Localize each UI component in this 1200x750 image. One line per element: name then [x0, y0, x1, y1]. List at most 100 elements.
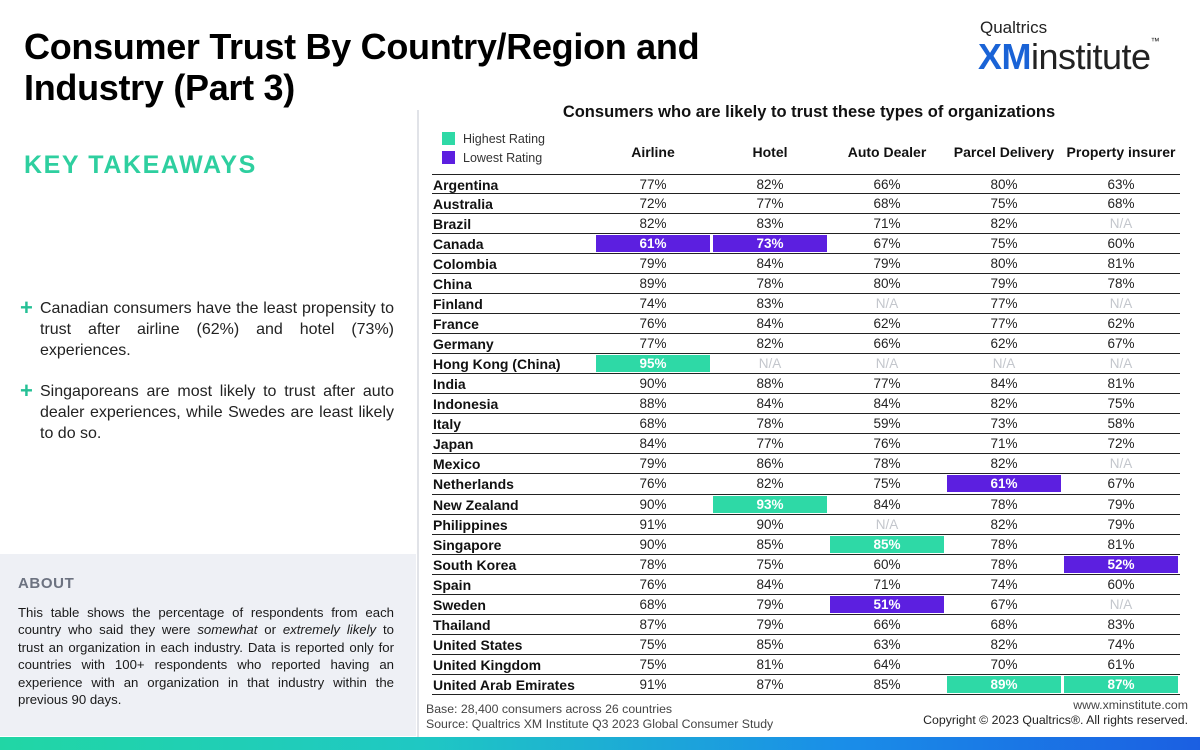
table-row: Argentina 77% 82% 66% 80% 63% — [432, 174, 1180, 195]
table-row: United States 75% 85% 63% 82% 74% — [432, 635, 1180, 655]
table-row: France 76% 84% 62% 77% 62% — [432, 314, 1180, 335]
table-row: United Kingdom 75% 81% 64% 70% 61% — [432, 655, 1180, 675]
table-row: Finland 74% 83% N/A 77% N/A — [432, 294, 1180, 315]
table-cell: 67% — [990, 596, 1018, 612]
table-cell: 66% — [873, 616, 901, 632]
table-cell: 85% — [830, 535, 944, 553]
table-cell: 62% — [873, 316, 901, 332]
country-label: South Korea — [433, 556, 517, 573]
table-row: Indonesia 88% 84% 84% 82% 75% — [432, 394, 1180, 415]
table-cell: 63% — [1107, 177, 1135, 192]
table-cell: 87% — [756, 676, 784, 692]
country-label: Netherlands — [433, 476, 514, 493]
country-label: Indonesia — [433, 396, 499, 413]
website-link[interactable]: www.xminstitute.com — [1073, 698, 1188, 712]
table-cell: 71% — [990, 436, 1018, 452]
table-cell: 58% — [1107, 416, 1135, 432]
column-header: Auto Dealer — [847, 144, 927, 160]
table-cell: 80% — [990, 177, 1018, 192]
table-cell: 75% — [756, 556, 784, 572]
table-cell: 82% — [756, 336, 784, 352]
table-cell: 81% — [1107, 536, 1135, 552]
column-header: Property insurer — [1066, 144, 1176, 160]
table-cell: 82% — [756, 476, 784, 492]
table-cell: 77% — [990, 296, 1018, 312]
table-cell: N/A — [875, 516, 899, 532]
table-cell: 80% — [873, 276, 901, 292]
table-cell: 68% — [639, 416, 667, 432]
country-label: Spain — [433, 576, 472, 593]
legend: Highest Rating Lowest Rating — [442, 129, 545, 167]
table-cell: N/A — [1109, 216, 1133, 232]
table-cell: 62% — [990, 336, 1018, 352]
table-cell: 82% — [990, 216, 1018, 232]
table-cell: 80% — [990, 256, 1018, 272]
key-takeaways-heading: KEY TAKEAWAYS — [24, 151, 257, 179]
table-cell: 68% — [990, 616, 1018, 632]
table-cell: 90% — [639, 376, 667, 392]
table-cell: 77% — [873, 376, 901, 392]
table-cell: 61% — [596, 235, 710, 253]
country-label: New Zealand — [433, 496, 519, 513]
table-cell: 77% — [756, 436, 784, 452]
table-cell: 62% — [1107, 316, 1135, 332]
table-cell: 63% — [873, 636, 901, 652]
column-header: Airline — [631, 144, 675, 160]
table-cell: 78% — [990, 496, 1018, 512]
country-label: Sweden — [433, 596, 486, 613]
table-cell: 77% — [990, 316, 1018, 332]
table-cell: 78% — [990, 536, 1018, 552]
table-cell: 95% — [596, 355, 710, 373]
table-cell: 81% — [1107, 256, 1135, 272]
legend-lowest: Lowest Rating — [442, 148, 545, 167]
table-cell: N/A — [992, 356, 1016, 372]
table-cell: N/A — [1109, 356, 1133, 372]
table-cell: 74% — [639, 296, 667, 312]
table-cell: 52% — [1064, 555, 1178, 573]
table-row: Mexico 79% 86% 78% 82% N/A — [432, 454, 1180, 475]
takeaway-item: + Canadian consumers have the least prop… — [20, 297, 394, 361]
brand-institute: institute — [1031, 36, 1151, 77]
table-cell: 74% — [1107, 636, 1135, 652]
table-cell: 85% — [756, 636, 784, 652]
table-cell: 90% — [639, 536, 667, 552]
legend-lowest-swatch — [442, 151, 455, 164]
table-cell: 82% — [990, 456, 1018, 472]
table-cell: 76% — [873, 436, 901, 452]
table-cell: 84% — [756, 316, 784, 332]
table-cell: 79% — [756, 616, 784, 632]
table-cell: 84% — [873, 496, 901, 512]
table-cell: 89% — [947, 675, 1061, 693]
table-cell: 75% — [990, 236, 1018, 252]
table-cell: 82% — [990, 636, 1018, 652]
country-label: Colombia — [433, 256, 497, 273]
takeaway-item: + Singaporeans are most likely to trust … — [20, 378, 394, 444]
plus-icon: + — [20, 378, 33, 403]
table-cell: 59% — [873, 416, 901, 432]
table-cell: N/A — [875, 296, 899, 312]
table-row: Singapore 90% 85% 85% 78% 81% — [432, 535, 1180, 555]
country-label: Germany — [433, 336, 494, 353]
table-cell: 78% — [756, 276, 784, 292]
table-row: India 90% 88% 77% 84% 81% — [432, 374, 1180, 395]
table-cell: N/A — [1109, 296, 1133, 312]
about-heading: ABOUT — [18, 575, 75, 592]
table-title: Consumers who are likely to trust these … — [562, 103, 1056, 121]
table-cell: 79% — [1107, 516, 1135, 532]
country-label: Singapore — [433, 536, 502, 553]
table-cell: 60% — [1107, 576, 1135, 592]
table-cell: 86% — [756, 456, 784, 472]
table-cell: 75% — [990, 196, 1018, 212]
table-cell: 72% — [1107, 436, 1135, 452]
table-cell: 71% — [873, 576, 901, 592]
table-cell: 70% — [990, 656, 1018, 672]
table-row: South Korea 78% 75% 60% 78% 52% — [432, 555, 1180, 575]
country-label: Thailand — [433, 616, 491, 633]
table-row: Spain 76% 84% 71% 74% 60% — [432, 575, 1180, 595]
table-cell: 75% — [1107, 396, 1135, 412]
table-cell: 78% — [1107, 276, 1135, 292]
column-header: Hotel — [752, 144, 788, 160]
table-row: Australia 72% 77% 68% 75% 68% — [432, 194, 1180, 215]
footer: www.xminstitute.com Copyright © 2023 Qua… — [923, 698, 1188, 728]
table-cell: 78% — [639, 556, 667, 572]
